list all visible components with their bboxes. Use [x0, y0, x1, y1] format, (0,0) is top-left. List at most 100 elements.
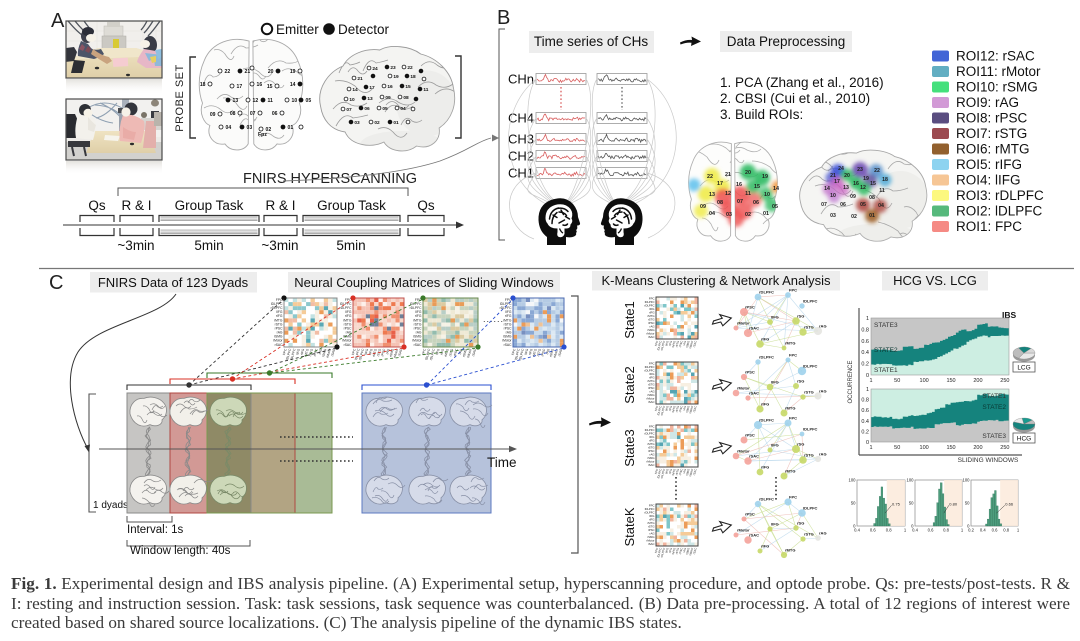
svg-text:LCG: LCG — [1017, 365, 1030, 372]
svg-text:lIFG: lIFG — [771, 380, 779, 385]
svg-text:18: 18 — [882, 177, 888, 183]
svg-text:0.6: 0.6 — [870, 528, 876, 533]
svg-text:rMTG: rMTG — [372, 348, 378, 358]
svg-text:10: 10 — [349, 97, 355, 103]
svg-text:lDLPFC: lDLPFC — [410, 302, 422, 306]
svg-text:22: 22 — [874, 168, 880, 174]
svg-text:rAG: rAG — [416, 331, 422, 335]
svg-text:16: 16 — [257, 82, 263, 88]
svg-text:19: 19 — [393, 74, 399, 80]
svg-text:08: 08 — [230, 111, 236, 117]
svg-text:rDLPFC: rDLPFC — [290, 348, 297, 361]
svg-text:07: 07 — [821, 202, 827, 208]
svg-text:0.6: 0.6 — [861, 408, 869, 414]
svg-text:0.4: 0.4 — [980, 528, 986, 533]
svg-text:rIFG: rIFG — [649, 375, 655, 379]
svg-text:rMTG: rMTG — [785, 341, 795, 346]
svg-text:rPSC: rPSC — [745, 305, 755, 310]
svg-text:rPSC: rPSC — [745, 370, 755, 375]
svg-text:lDLPFC: lDLPFC — [645, 507, 655, 511]
svg-text:C: C — [49, 272, 63, 294]
svg-text:STATE1: STATE1 — [874, 367, 898, 374]
svg-text:rSMG: rSMG — [647, 535, 654, 539]
svg-text:R & I: R & I — [121, 198, 151, 213]
svg-text:rMotor: rMotor — [737, 386, 750, 391]
svg-text:17: 17 — [834, 179, 840, 185]
svg-text:FPC: FPC — [649, 361, 655, 365]
svg-text:rMotor: rMotor — [393, 347, 400, 358]
svg-text:lDLPFC: lDLPFC — [424, 348, 431, 361]
svg-text:09: 09 — [850, 194, 856, 200]
svg-text:ROI12: rSAC: ROI12: rSAC — [956, 49, 1035, 64]
svg-text:0.4: 0.4 — [854, 528, 860, 533]
svg-text:rIFG: rIFG — [276, 314, 283, 318]
svg-text:07: 07 — [346, 107, 352, 113]
svg-text:rSMG: rSMG — [685, 468, 691, 476]
svg-text:rPSC: rPSC — [453, 348, 459, 357]
svg-text:rMTG: rMTG — [304, 348, 310, 358]
svg-text:rDLPFC: rDLPFC — [759, 497, 774, 502]
svg-text:06: 06 — [364, 106, 370, 112]
svg-text:0.80: 0.80 — [949, 501, 958, 506]
svg-text:rSAC: rSAC — [504, 343, 512, 347]
svg-text:11: 11 — [268, 98, 274, 104]
svg-text:Group Task: Group Task — [175, 198, 244, 213]
svg-text:rDLPFC: rDLPFC — [644, 368, 654, 372]
svg-text:rSAC: rSAC — [648, 542, 655, 546]
svg-text:0.75: 0.75 — [892, 501, 901, 506]
svg-text:rSAC: rSAC — [648, 400, 655, 404]
svg-text:rIFG: rIFG — [668, 547, 673, 553]
svg-text:21: 21 — [830, 173, 836, 179]
svg-text:CHn: CHn — [508, 72, 534, 87]
svg-text:FPC: FPC — [415, 298, 422, 302]
svg-text:lDLPFC: lDLPFC — [514, 348, 521, 361]
svg-text:lDLPFC: lDLPFC — [271, 302, 283, 306]
svg-text:rMTG: rMTG — [785, 469, 795, 474]
svg-text:rSAC: rSAC — [648, 335, 655, 339]
svg-text:~3min: ~3min — [261, 238, 298, 253]
svg-text:05: 05 — [306, 98, 312, 104]
svg-text:lDLPFC: lDLPFC — [803, 299, 818, 304]
svg-text:R & I: R & I — [265, 198, 295, 213]
svg-text:rPSC: rPSC — [678, 405, 684, 412]
svg-text:10: 10 — [292, 98, 298, 104]
svg-text:24: 24 — [372, 66, 378, 72]
svg-text:rMTG: rMTG — [413, 318, 422, 322]
svg-text:rMotor: rMotor — [325, 347, 332, 358]
svg-text:17: 17 — [717, 181, 723, 187]
svg-text:rSAC: rSAC — [749, 391, 759, 396]
svg-text:rMTG: rMTG — [343, 318, 352, 322]
svg-text:15: 15 — [870, 181, 876, 187]
svg-text:FPC: FPC — [654, 405, 659, 411]
svg-text:lIFG: lIFG — [276, 310, 283, 314]
svg-text:rSMG: rSMG — [647, 456, 654, 460]
svg-text:State2: State2 — [622, 366, 637, 404]
svg-text:lDLPFC: lDLPFC — [645, 365, 655, 369]
svg-text:5min: 5min — [336, 238, 365, 253]
svg-text:rAG: rAG — [458, 348, 463, 355]
svg-text:11: 11 — [423, 87, 428, 93]
svg-text:rSG: rSG — [797, 521, 804, 526]
svg-text:02: 02 — [374, 120, 380, 126]
svg-text:lDLPFC: lDLPFC — [645, 428, 655, 432]
svg-text:19: 19 — [863, 176, 869, 182]
svg-text:lDLPFC: lDLPFC — [340, 302, 352, 306]
svg-text:B: B — [497, 7, 510, 29]
svg-text:19: 19 — [290, 69, 296, 75]
svg-text:lIFG: lIFG — [649, 307, 654, 311]
svg-text:12: 12 — [253, 98, 259, 104]
svg-text:rIFG: rIFG — [668, 340, 673, 346]
svg-text:ROI2: lDLPFC: ROI2: lDLPFC — [956, 204, 1043, 219]
svg-text:0: 0 — [866, 440, 869, 446]
svg-text:rMotor: rMotor — [646, 459, 654, 463]
svg-text:Data Preprocessing: Data Preprocessing — [727, 34, 846, 49]
svg-text:150: 150 — [946, 445, 955, 451]
svg-text:rPSC: rPSC — [344, 326, 352, 330]
svg-text:rMTG: rMTG — [785, 406, 795, 411]
svg-text:0.4: 0.4 — [861, 419, 869, 425]
svg-text:rMotor: rMotor — [688, 340, 694, 349]
svg-text:rMTG: rMTG — [671, 547, 677, 555]
svg-text:rSMG: rSMG — [343, 335, 352, 339]
svg-text:09: 09 — [210, 112, 216, 118]
svg-text:0: 0 — [853, 524, 856, 529]
